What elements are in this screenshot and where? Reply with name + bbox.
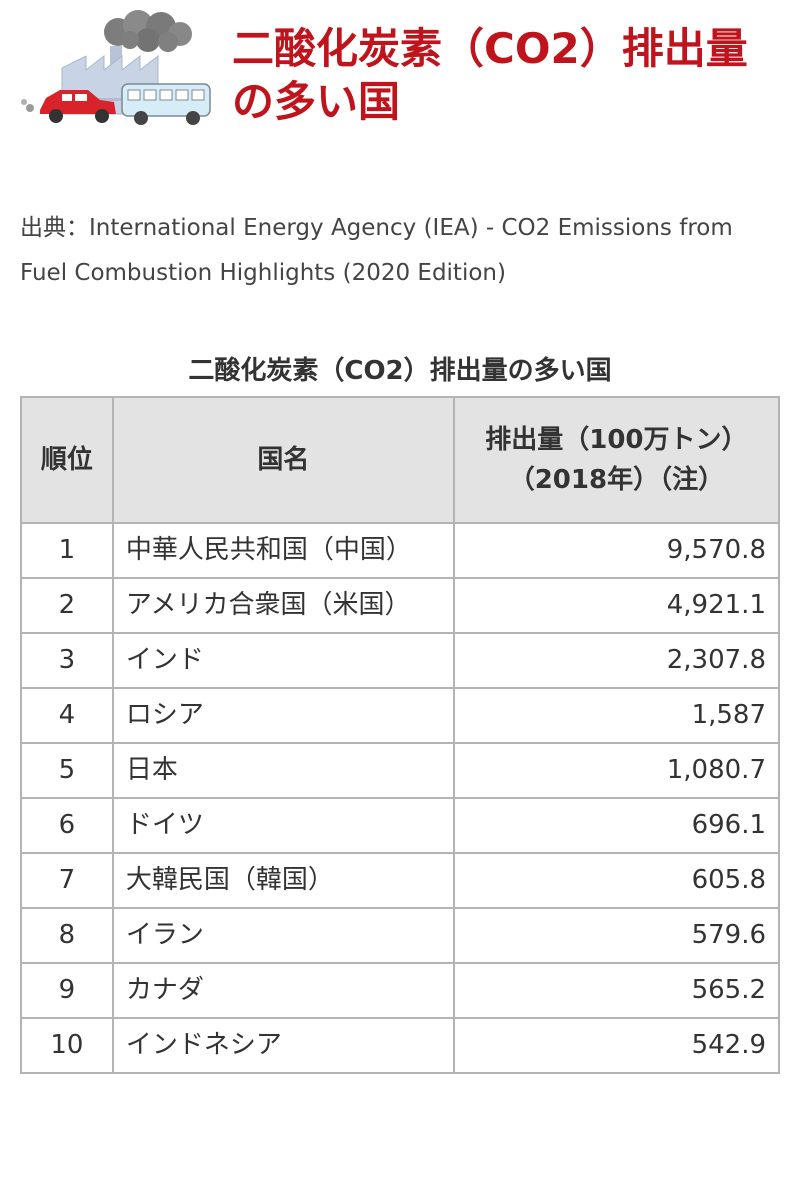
rank-cell: 4 xyxy=(20,687,114,744)
header-rank: 順位 xyxy=(20,396,114,524)
emission-cell: 4,921.1 xyxy=(452,577,781,634)
table-header-row: 順位 国名 排出量（100万トン） （2018年）（注） xyxy=(20,396,781,524)
table-row: 2 アメリカ合衆国（米国） 4,921.1 xyxy=(20,577,781,634)
emissions-table: 順位 国名 排出量（100万トン） （2018年）（注） 1 中華人民共和国（中… xyxy=(20,396,781,1074)
emission-cell: 696.1 xyxy=(452,797,781,854)
table-row: 5 日本 1,080.7 xyxy=(20,742,781,799)
header-emissions-line2: （2018年）（注） xyxy=(508,465,725,495)
rank-cell: 8 xyxy=(20,907,114,964)
emission-cell: 579.6 xyxy=(452,907,781,964)
table-caption: 二酸化炭素（CO2）排出量の多い国 xyxy=(188,356,612,386)
emission-cell: 9,570.8 xyxy=(452,522,781,579)
header-country: 国名 xyxy=(111,396,455,524)
country-cell: ドイツ xyxy=(111,797,455,854)
page-header: 二酸化炭素（CO2）排出量の多い国 xyxy=(0,0,795,160)
country-cell: 大韓民国（韓国） xyxy=(111,852,455,909)
rank-cell: 1 xyxy=(20,522,114,579)
country-cell: アメリカ合衆国（米国） xyxy=(111,577,455,634)
bus-icon xyxy=(121,83,211,125)
smoke-cloud-icon xyxy=(104,10,192,52)
country-cell: 日本 xyxy=(111,742,455,799)
table-row: 7 大韓民国（韓国） 605.8 xyxy=(20,852,781,909)
header-emissions: 排出量（100万トン） （2018年）（注） xyxy=(452,396,781,524)
source-citation: 出典：International Energy Agency (IEA) - C… xyxy=(20,215,733,286)
country-cell: イラン xyxy=(111,907,455,964)
emission-cell: 1,080.7 xyxy=(452,742,781,799)
emission-cell: 2,307.8 xyxy=(452,632,781,689)
emission-cell: 1,587 xyxy=(452,687,781,744)
rank-cell: 3 xyxy=(20,632,114,689)
table-row: 9 カナダ 565.2 xyxy=(20,962,781,1019)
table-row: 10 インドネシア 542.9 xyxy=(20,1017,781,1074)
rank-cell: 9 xyxy=(20,962,114,1019)
table-row: 6 ドイツ 696.1 xyxy=(20,797,781,854)
table-row: 3 インド 2,307.8 xyxy=(20,632,781,689)
page-title: 二酸化炭素（CO2）排出量の多い国 xyxy=(232,24,748,126)
table-row: 1 中華人民共和国（中国） 9,570.8 xyxy=(20,522,781,579)
pollution-illustration xyxy=(21,10,211,125)
emission-cell: 542.9 xyxy=(452,1017,781,1074)
rank-cell: 2 xyxy=(20,577,114,634)
rank-cell: 7 xyxy=(20,852,114,909)
country-cell: 中華人民共和国（中国） xyxy=(111,522,455,579)
rank-cell: 6 xyxy=(20,797,114,854)
header-emissions-line1: 排出量（100万トン） xyxy=(485,425,748,455)
emission-cell: 605.8 xyxy=(452,852,781,909)
country-cell: インド xyxy=(111,632,455,689)
exhaust-icon xyxy=(21,99,34,112)
country-cell: インドネシア xyxy=(111,1017,455,1074)
car-icon xyxy=(40,90,116,123)
emission-cell: 565.2 xyxy=(452,962,781,1019)
table-row: 8 イラン 579.6 xyxy=(20,907,781,964)
country-cell: ロシア xyxy=(111,687,455,744)
country-cell: カナダ xyxy=(111,962,455,1019)
table-row: 4 ロシア 1,587 xyxy=(20,687,781,744)
rank-cell: 5 xyxy=(20,742,114,799)
rank-cell: 10 xyxy=(20,1017,114,1074)
